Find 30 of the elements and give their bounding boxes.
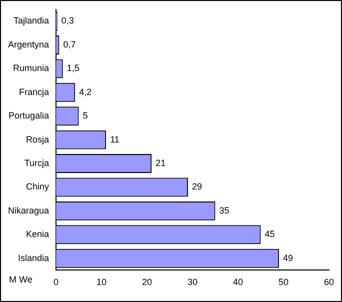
data-label: 35 xyxy=(219,205,230,216)
y-tick-label: Portugalia xyxy=(8,110,50,121)
y-tick-label: Rumunia xyxy=(12,63,50,74)
y-tick-label: Tajlandia xyxy=(13,16,50,26)
data-label: 5 xyxy=(82,110,88,121)
data-label: 21 xyxy=(156,158,166,168)
data-label: 4,2 xyxy=(79,86,92,97)
x-tick-label: 40 xyxy=(233,277,244,288)
data-label: 0,7 xyxy=(63,39,76,50)
y-tick-label: Turcja xyxy=(24,158,50,168)
y-tick-label: Islandia xyxy=(18,252,50,263)
x-tick-label: 20 xyxy=(142,277,152,288)
data-label: 29 xyxy=(192,182,202,192)
x-tick-label: 30 xyxy=(188,277,198,288)
data-label: 11 xyxy=(110,134,120,144)
data-label: 1,5 xyxy=(66,63,80,74)
x-tick-label: 60 xyxy=(324,277,334,288)
x-tick-label: 0 xyxy=(54,277,59,288)
data-label: 49 xyxy=(282,252,293,263)
x-axis-title: M We xyxy=(9,274,32,285)
y-tick-label: Nikaragua xyxy=(8,205,50,216)
x-tick-label: 50 xyxy=(278,277,289,288)
y-tick-label: Francja xyxy=(19,86,50,97)
y-tick-label: Rosja xyxy=(26,134,50,144)
data-label: 0,3 xyxy=(61,16,74,26)
data-label: 45 xyxy=(264,229,275,240)
y-tick-label: Argentyna xyxy=(8,39,50,50)
x-tick-label: 10 xyxy=(96,277,107,288)
y-tick-label: Kenia xyxy=(26,229,50,240)
y-tick-label: Chiny xyxy=(26,182,50,192)
